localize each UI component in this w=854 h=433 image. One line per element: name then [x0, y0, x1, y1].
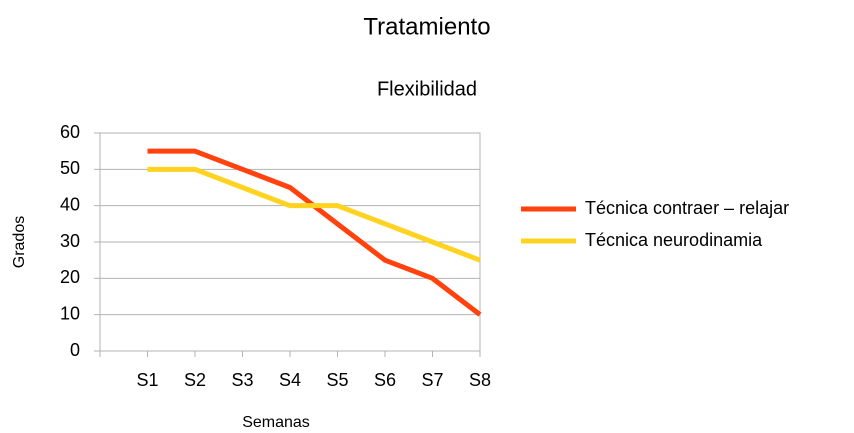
x-tick-label: S1: [136, 370, 158, 390]
x-tick-label: S8: [469, 370, 491, 390]
y-tick-label: 0: [70, 340, 80, 360]
y-axis-label: Grados: [11, 216, 28, 268]
y-tick-label: 30: [60, 231, 80, 251]
x-tick-label: S2: [184, 370, 206, 390]
y-tick-label: 60: [60, 122, 80, 142]
x-tick-label: S6: [374, 370, 396, 390]
y-tick-label: 40: [60, 194, 80, 214]
x-tick-label: S7: [421, 370, 443, 390]
x-tick-label: S3: [231, 370, 253, 390]
series-line: [147, 148, 482, 317]
x-tick-label: S5: [326, 370, 348, 390]
y-tick-label: 50: [60, 158, 80, 178]
y-tick-label: 10: [60, 303, 80, 323]
y-tick-label: 20: [60, 267, 80, 287]
chart-subtitle: Flexibilidad: [377, 78, 477, 100]
series-line: [147, 166, 481, 263]
legend-label: Técnica neurodinamia: [585, 230, 763, 250]
x-tick-label: S4: [279, 370, 301, 390]
x-axis-label: Semanas: [242, 414, 310, 431]
legend-label: Técnica contraer – relajar: [585, 198, 789, 218]
chart-title: Tratamiento: [363, 13, 490, 40]
